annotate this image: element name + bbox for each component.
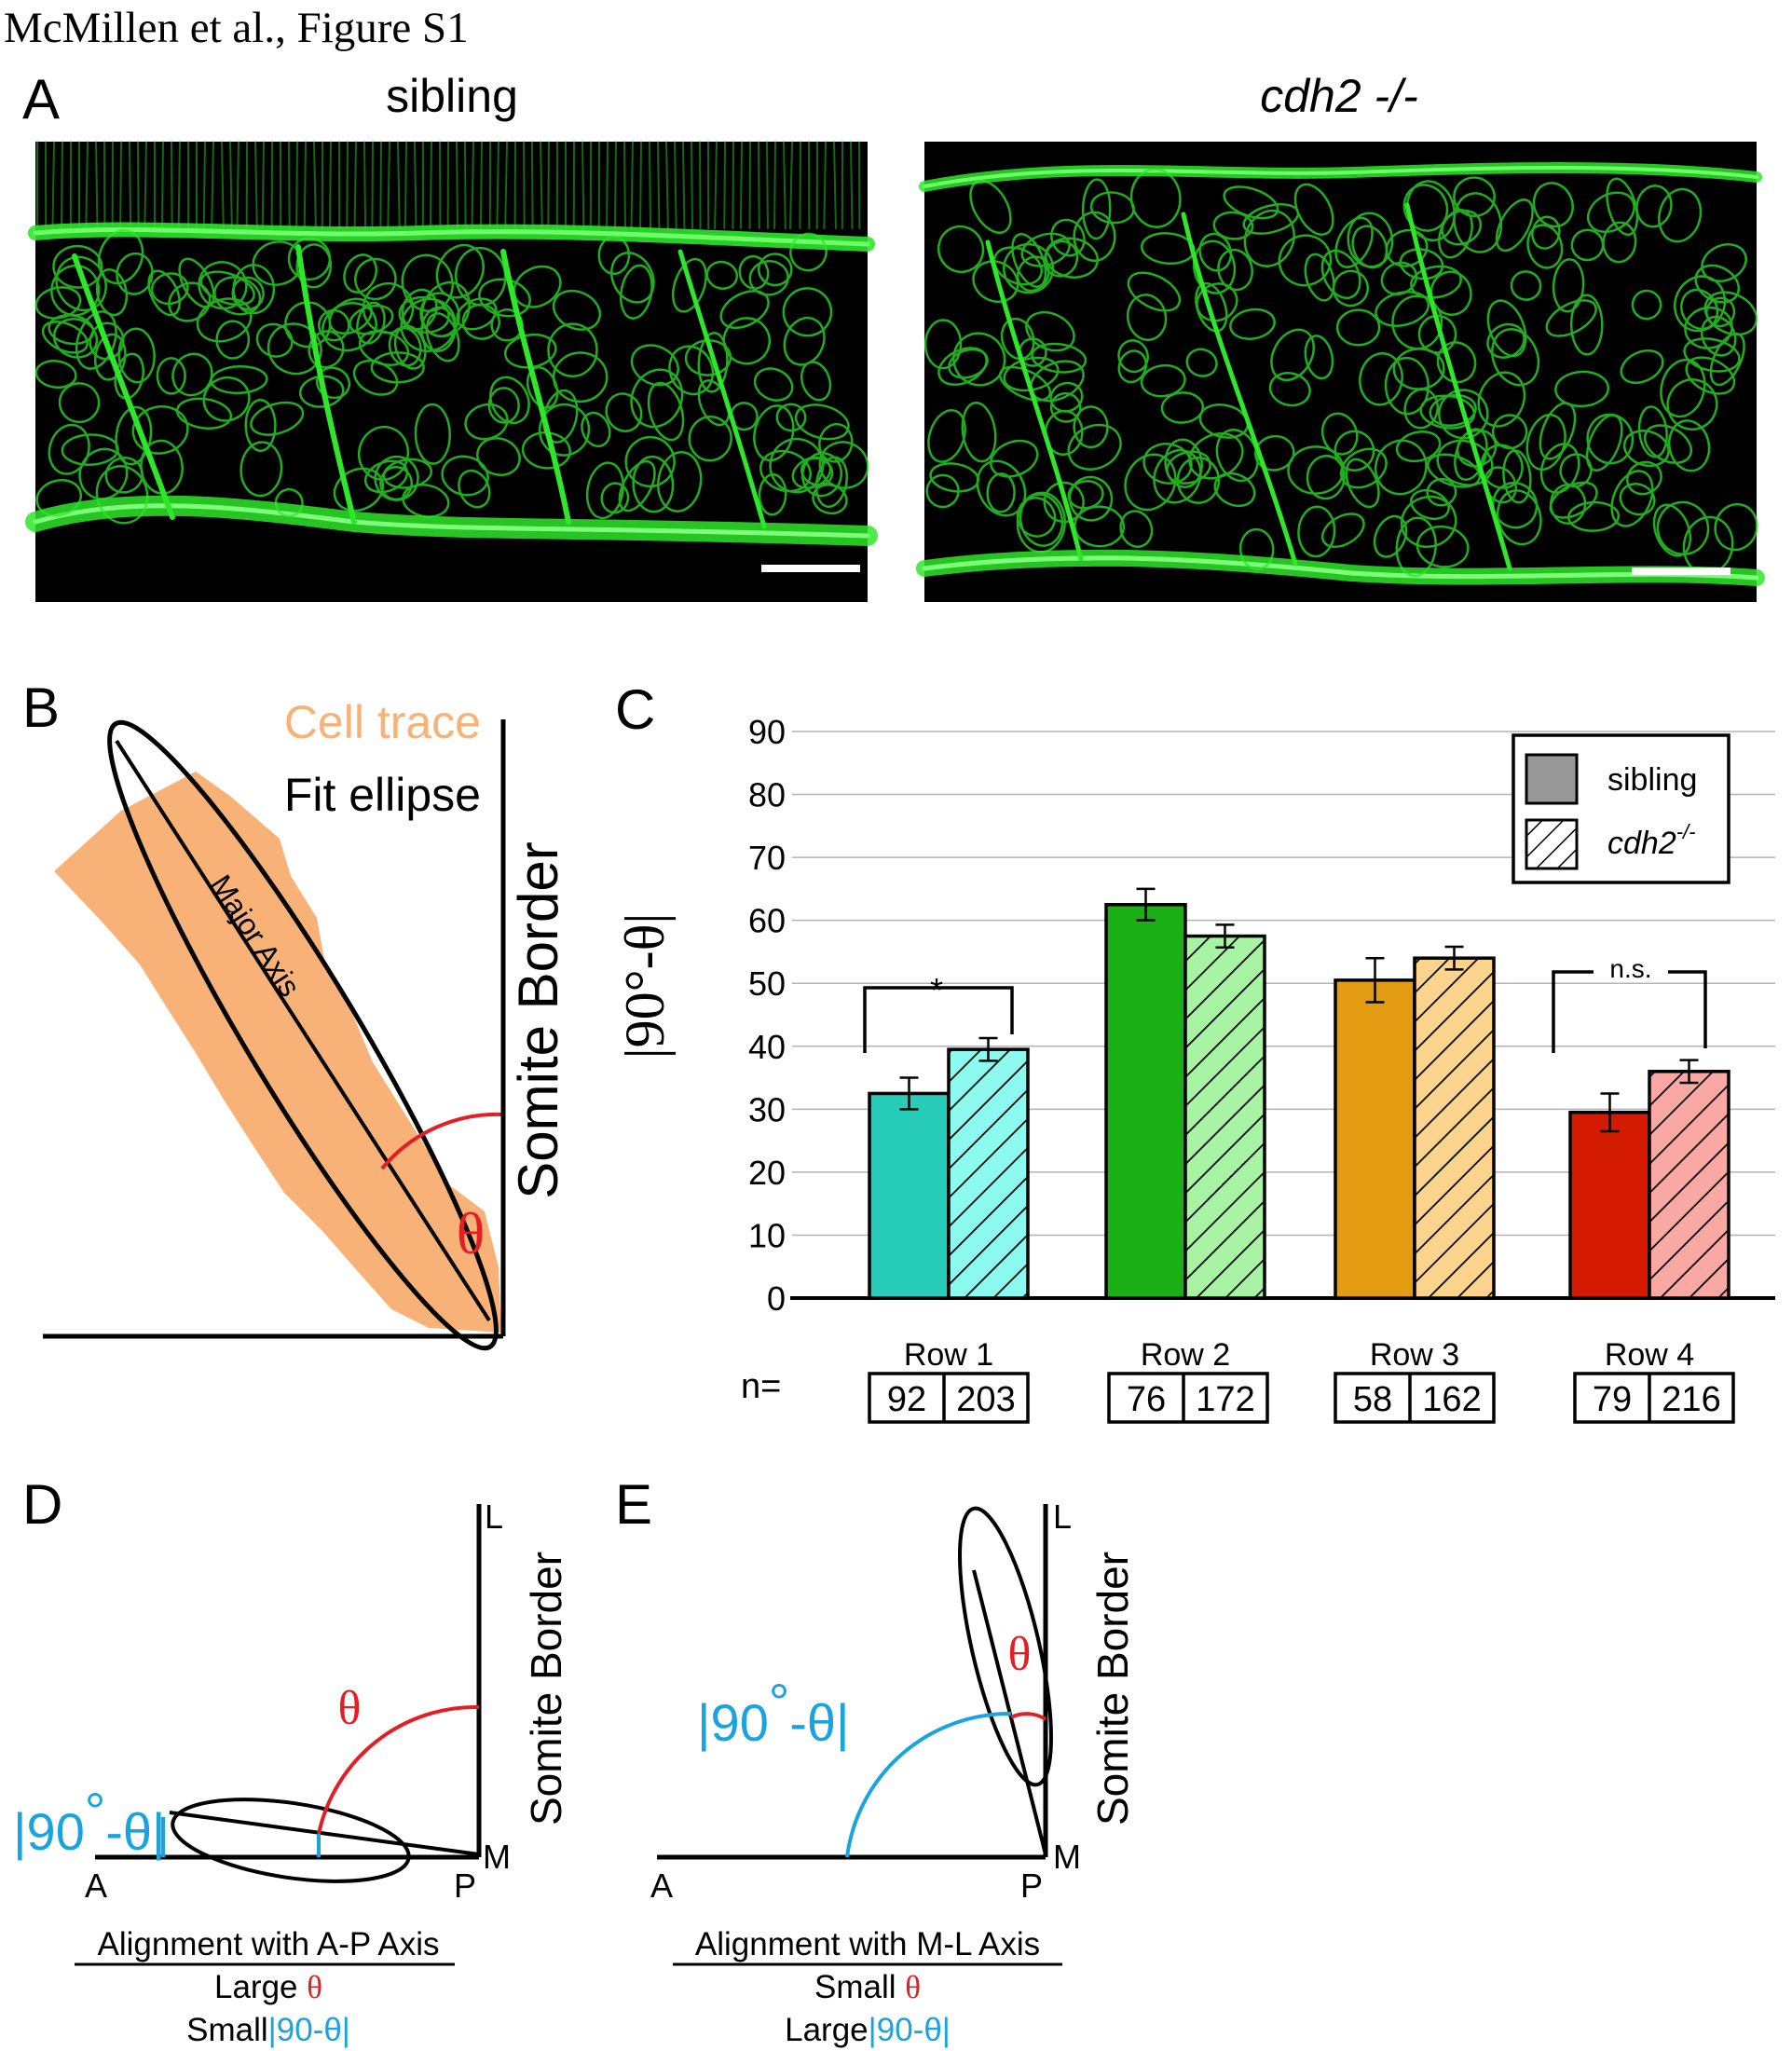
significance-row4: n.s.: [1552, 954, 1707, 1053]
n-value-mutant: 216: [1662, 1380, 1720, 1419]
significance-star: *: [930, 971, 943, 1009]
y-tick-label: 20: [748, 1154, 786, 1192]
x-category-label: Row 4: [1605, 1337, 1694, 1373]
y-tick-label: 50: [748, 964, 786, 1003]
error-bar: [1365, 956, 1385, 1004]
chart-legend: sibling cdh2-/-: [1512, 733, 1730, 884]
panel-e-diagram: [657, 1504, 1053, 1860]
significance-ns: n.s.: [1609, 954, 1651, 983]
bar: [868, 1091, 951, 1300]
n-box: [868, 1372, 1030, 1424]
bar-hatch: [1649, 1071, 1729, 1298]
significance-row1: *: [863, 971, 1014, 1053]
mutant-micrograph: [916, 142, 1765, 602]
panel-d-diagram: [95, 1504, 482, 1883]
sibling-label: sibling: [386, 70, 518, 122]
panel-d-l: L: [485, 1497, 503, 1536]
panel-d-p: P: [454, 1866, 476, 1905]
n-label: n=: [741, 1367, 781, 1406]
legend-mutant: cdh2-/-: [1607, 820, 1696, 861]
cell-trace-label: Cell trace: [284, 696, 481, 748]
error-bar: [1136, 887, 1156, 922]
n-value-mutant: 162: [1422, 1380, 1481, 1419]
figure-title: McMillen et al., Figure S1: [4, 4, 469, 52]
bar: [1104, 903, 1187, 1300]
theta-symbol: θ: [457, 1200, 486, 1266]
panel-d-a: A: [85, 1866, 107, 1905]
y-tick-label: 70: [748, 839, 786, 877]
n-value-sibling: 76: [1127, 1380, 1166, 1419]
y-tick-label: 10: [748, 1216, 786, 1254]
panel-e-caption-line2: Small θ: [814, 1969, 921, 2005]
y-axis-label: |90°-θ|: [614, 913, 676, 1060]
legend-sibling: sibling: [1607, 762, 1697, 798]
fit-ellipse-label: Fit ellipse: [284, 769, 481, 821]
error-bar: [1600, 1092, 1620, 1133]
panel-d-ninety-minus-theta: |90°-θ|: [13, 1782, 166, 1861]
n-value-sibling: 92: [887, 1380, 926, 1419]
y-tick-label: 80: [748, 776, 786, 814]
panel-d-caption-line2: Large θ: [214, 1969, 322, 2005]
orientation-bar-chart: 0 10 20 30 40 50 60 70 80 90 Row 1 Row 2 Row 3 Row 4: [748, 713, 1775, 1373]
error-bar: [1679, 1059, 1699, 1085]
panel-d-caption-line3: Small|90-θ|: [186, 2012, 350, 2048]
bar-hatch: [1415, 958, 1494, 1298]
sample-size-boxes: 92 203 76 172 58 162 79 216: [868, 1372, 1735, 1424]
n-value-mutant: 203: [956, 1380, 1015, 1419]
panel-d-somite-border: Somite Border: [522, 1552, 570, 1825]
panel-e-m: M: [1053, 1838, 1081, 1876]
panel-e-letter: E: [615, 1473, 652, 1536]
panel-e-theta: θ: [1008, 1628, 1032, 1681]
panel-a-letter: A: [22, 68, 60, 130]
panel-b-letter: B: [22, 677, 60, 739]
x-category-label: Row 1: [904, 1337, 993, 1373]
error-bar: [899, 1076, 919, 1111]
x-category-label: Row 2: [1141, 1337, 1230, 1373]
panel-d-caption-title: Alignment with A-P Axis: [97, 1926, 439, 1962]
panel-e-a: A: [650, 1866, 673, 1905]
y-tick-label: 40: [748, 1028, 786, 1066]
cell-trace-diagram: [43, 719, 506, 1351]
n-box: [1107, 1372, 1269, 1424]
panel-d-m: M: [483, 1838, 511, 1876]
n-value-sibling: 58: [1353, 1380, 1392, 1419]
error-bar: [1215, 923, 1235, 949]
y-tick-label: 30: [748, 1090, 786, 1128]
y-tick-label: 0: [767, 1279, 786, 1318]
panel-e-p: P: [1020, 1866, 1043, 1905]
panel-e-somite-border: Somite Border: [1088, 1552, 1137, 1825]
error-bar: [978, 1036, 998, 1062]
y-tick-label: 60: [748, 902, 786, 940]
sibling-micrograph: [25, 141, 878, 602]
n-value-sibling: 79: [1593, 1380, 1632, 1419]
bar-hatch: [1185, 936, 1265, 1298]
panel-c-letter: C: [615, 678, 655, 741]
x-category-label: Row 3: [1370, 1337, 1459, 1373]
mutant-label: cdh2 -/-: [1260, 70, 1418, 122]
y-tick-label: 90: [748, 713, 786, 751]
bar: [1334, 978, 1416, 1300]
n-value-mutant: 172: [1196, 1380, 1254, 1419]
panel-e-ninety-minus-theta: |90°-θ|: [697, 1673, 850, 1752]
panel-d-letter: D: [22, 1473, 62, 1536]
n-box: [1573, 1372, 1735, 1424]
panel-e-caption-title: Alignment with M-L Axis: [695, 1926, 1040, 1962]
error-bar: [1444, 945, 1464, 971]
n-box: [1334, 1372, 1496, 1424]
bar-hatch: [949, 1049, 1028, 1298]
panel-d-theta: θ: [338, 1682, 362, 1735]
panel-e-l: L: [1053, 1497, 1072, 1536]
somite-border-label: Somite Border: [507, 841, 569, 1199]
bar: [1568, 1110, 1651, 1300]
panel-e-caption-line3: Large|90-θ|: [785, 2012, 951, 2048]
